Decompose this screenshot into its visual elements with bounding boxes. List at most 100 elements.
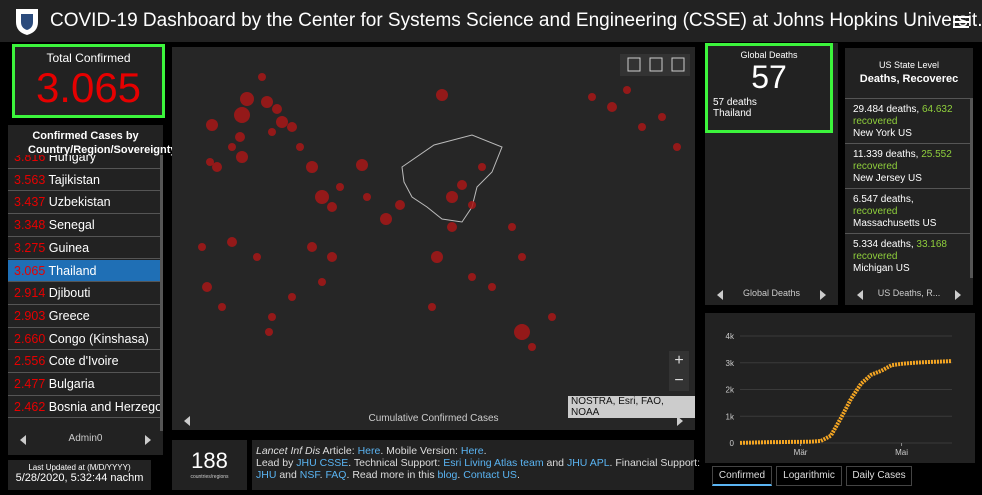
country-row[interactable]: 3.816 Hungary (8, 155, 160, 169)
map-bubble (276, 116, 288, 128)
info-link[interactable]: JHU CSSE (296, 457, 349, 469)
us-recovered-label: recovered (853, 116, 898, 127)
us-place: Michigan US (853, 263, 910, 274)
pager-arrows (20, 435, 151, 445)
info-link[interactable]: Esri Living Atlas team (443, 457, 544, 469)
info-text: . Mobile Version: (380, 445, 461, 457)
info-link[interactable]: Here (460, 445, 484, 457)
info-text: Article: (320, 445, 358, 457)
map-bubble (253, 253, 261, 261)
menu-icon (953, 16, 969, 28)
count-label: countries/regions (190, 474, 229, 480)
info-link[interactable]: JHU APL (566, 457, 610, 469)
country-row[interactable]: 3.275 Guinea (8, 237, 160, 260)
tab[interactable]: Daily Cases (846, 466, 912, 486)
us-panel: US State Level Deaths, Recoverec 29.484 de… (845, 48, 973, 305)
arrow-left[interactable] (857, 290, 863, 300)
info-line: Lancet Inf Dis Article: Here. Mobile Ver… (256, 445, 690, 457)
country-count: 2.660 (14, 331, 46, 346)
map-tool-button[interactable] (649, 57, 663, 72)
header-title: COVID-19 Dashboard by the Center for Sys… (50, 10, 982, 31)
map-bubble (268, 128, 276, 136)
country-name: Senegal (48, 218, 95, 233)
map-bubble (307, 242, 317, 252)
logo-mark (21, 14, 33, 30)
us-title: US State Level (878, 60, 940, 70)
map-bubble (588, 93, 596, 101)
info-link[interactable]: Contact US (463, 469, 517, 481)
menu-bar[interactable] (953, 21, 969, 23)
arrow-left[interactable] (20, 435, 26, 445)
info-link[interactable]: Here (357, 445, 381, 457)
map-bubble (240, 92, 254, 106)
arrow-right[interactable] (955, 290, 961, 300)
country-row[interactable]: 2.903 Greece (8, 305, 160, 328)
country-row[interactable]: 3.065 Thailand (8, 259, 160, 283)
map-bubble (327, 252, 337, 262)
map-canvas (198, 54, 690, 351)
us-deaths: 29.484 deaths, (853, 104, 920, 115)
info-link[interactable]: FAQ (325, 469, 347, 481)
scrollbar (160, 155, 163, 431)
zoom-in-button[interactable]: + (669, 351, 689, 371)
zoom-out-button[interactable]: − (669, 371, 689, 391)
info-text: . (457, 469, 464, 481)
arrow-left[interactable] (717, 290, 723, 300)
country-row[interactable]: 3.348 Senegal (8, 214, 160, 237)
total-value: 3.065 (35, 64, 142, 111)
arrow-left[interactable] (184, 416, 190, 426)
y-tick-label: 2k (726, 386, 735, 395)
country-name: Bulgaria (48, 377, 95, 391)
map-bubble (206, 119, 218, 131)
map-tool-button[interactable] (627, 57, 641, 72)
country-row[interactable]: 2.556 Cote d'Ivoire (8, 350, 160, 373)
x-tick-label: Mär (794, 448, 808, 457)
arrow-right[interactable] (145, 435, 151, 445)
menu-bar[interactable] (953, 16, 969, 18)
tab[interactable]: Confirmed (712, 466, 772, 486)
country-name: Cote d'Ivoire (48, 354, 119, 369)
us-footer: US Deaths, R... (845, 280, 973, 305)
map-bubble (508, 223, 516, 231)
info-link[interactable]: blog (437, 469, 458, 481)
country-name: Djibouti (48, 286, 91, 301)
country-count: 3.816 (14, 155, 46, 164)
total-label: Total Confirmed (46, 51, 131, 65)
menu-bar[interactable] (953, 26, 969, 28)
scrollbar (970, 98, 973, 278)
country-row[interactable]: 3.437 Uzbekistan (8, 191, 160, 215)
map-bubble (261, 96, 273, 108)
arrow-right[interactable] (820, 290, 826, 300)
map-bubble (356, 159, 368, 171)
map-bubble (518, 253, 526, 261)
map-bubble (206, 158, 214, 166)
map-bubble (296, 143, 304, 151)
map-bubble (395, 200, 405, 210)
y-tick-label: 1k (726, 412, 735, 421)
map-tool-button[interactable] (671, 57, 685, 72)
map-bubble (468, 201, 476, 209)
country-row[interactable]: 2.477 Bulgaria (8, 373, 160, 396)
country-row[interactable]: 2.462 Bosnia and Herzegovina (8, 396, 160, 419)
info-text: . Read more in this (346, 469, 438, 481)
list-footer: Admin0 (68, 433, 103, 444)
info-text: Lancet Inf Dis (256, 445, 321, 457)
country-row[interactable]: 2.914 Djibouti (8, 282, 160, 305)
country-count: 3.065 (14, 263, 46, 278)
arrow-right[interactable] (677, 416, 683, 426)
tab[interactable]: Logarithmic (776, 466, 842, 486)
map-bubble (431, 251, 443, 263)
country-count: 2.477 (14, 377, 46, 391)
country-name: Tajikistan (48, 172, 100, 187)
pager-arrows (717, 290, 826, 300)
country-row[interactable]: 3.563 Tajikistan (8, 169, 160, 192)
tabs: Confirmed Logarithmic Daily Cases (712, 466, 912, 488)
info-link[interactable]: NSF (299, 469, 320, 481)
y-tick-label: 3k (726, 359, 735, 368)
logo (16, 9, 38, 35)
country-row[interactable]: 2.660 Congo (Kinshasa) (8, 328, 160, 351)
info-link[interactable]: JHU (256, 469, 277, 481)
map-bubble (287, 122, 297, 132)
map-bubble (528, 343, 536, 351)
deaths-title: Global Deaths (740, 50, 798, 60)
